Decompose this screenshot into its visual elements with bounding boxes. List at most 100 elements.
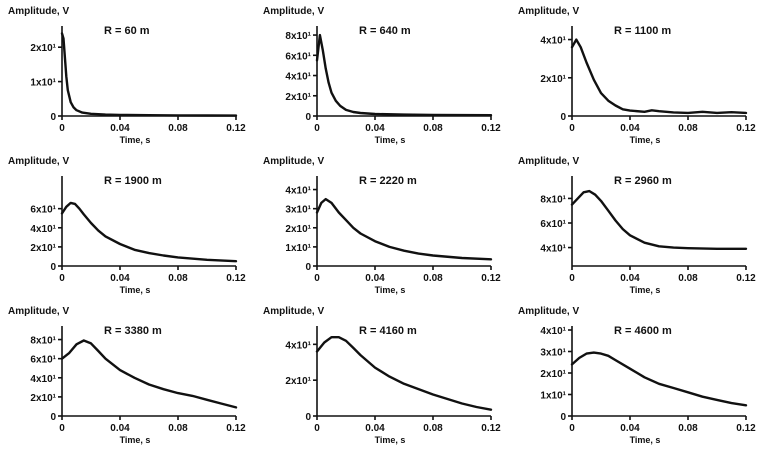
x-tick-label: 0.12 [736,423,756,434]
range-annotation: R = 640 m [359,25,411,37]
y-axis-label: Amplitude, V [263,306,324,317]
y-tick-label: 4x10¹ [285,340,311,351]
x-tick-label: 0.08 [678,123,698,134]
chart-panel-4: Amplitude, V R = 1900 m 0 2x10¹ 4x10¹ 6x10¹ 0 0… [0,150,250,300]
y-tick-label: 0 [50,412,56,423]
y-tick-label: 8x10¹ [30,336,56,347]
series-line [315,336,493,411]
y-tick-label: 2x10¹ [540,369,566,380]
range-annotation: R = 2220 m [359,175,417,187]
x-tick-label: 0 [314,423,320,434]
x-tick-label: 0.08 [168,123,188,134]
range-annotation: R = 3380 m [104,325,162,337]
series-line [60,339,238,409]
x-tick-label: 0.04 [110,123,130,134]
x-tick-label: 0 [314,123,320,134]
y-axis-label: Amplitude, V [263,6,324,17]
y-axis-label: Amplitude, V [8,306,69,317]
chart-panel-7: Amplitude, V R = 3380 m 0 2x10¹ 4x10¹ 6x10¹ 8x… [0,300,250,450]
y-tick-label: 0 [305,112,311,123]
y-axis-label: Amplitude, V [518,6,579,17]
range-annotation: R = 1100 m [614,25,671,37]
y-tick-label: 8x10¹ [540,194,566,205]
y-tick-label: 0 [305,262,311,273]
y-tick-label: 1x10¹ [30,78,56,89]
x-axis-label: Time, s [375,135,406,145]
series-line [570,38,748,115]
y-axis-label: Amplitude, V [8,6,69,17]
y-tick-label: 2x10¹ [285,92,311,103]
x-tick-label: 0.04 [365,273,385,284]
y-tick-label: 2x10¹ [540,74,566,85]
x-tick-label: 0 [569,123,575,134]
y-tick-label: 4x10¹ [540,326,566,337]
y-axis-label: Amplitude, V [263,156,324,167]
x-tick-label: 0.04 [110,273,130,284]
x-axis-label: Time, s [375,435,406,445]
y-tick-label: 4x10¹ [285,186,311,197]
chart-panel-5: Amplitude, V R = 2220 m 0 1x10¹ 2x10¹ 3x10¹ 4x… [255,150,505,300]
series-line [60,32,238,117]
x-axis-label: Time, s [630,435,661,445]
y-tick-label: 4x10¹ [285,72,311,83]
chart-panel-2: Amplitude, V R = 640 m 0 2x10¹ 4x10¹ 6x10¹ 8x1… [255,0,505,150]
x-tick-label: 0.08 [423,123,443,134]
y-tick-label: 2x10¹ [30,243,56,254]
x-tick-label: 0.12 [481,273,501,284]
x-tick-label: 0 [569,423,575,434]
series-line [315,33,493,117]
y-axis-label: Amplitude, V [518,306,579,317]
chart-svg: Amplitude, V R = 2960 m 4x10¹ 6x10¹ 8x10¹ 0 0.… [518,156,756,295]
x-axis-label: Time, s [630,285,661,295]
series-line [60,201,238,263]
x-tick-label: 0.04 [620,123,640,134]
y-tick-label: 1x10¹ [285,243,311,254]
chart-panel-1: Amplitude, V R = 60 m 0 1x10¹ 2x10¹ 0 0.04 0.08… [0,0,250,150]
y-tick-label: 6x10¹ [30,355,56,366]
x-axis-label: Time, s [120,435,151,445]
chart-panel-8: Amplitude, V R = 4160 m 0 2x10¹ 4x10¹ 0 0.04 0.… [255,300,505,450]
chart-svg: Amplitude, V R = 60 m 0 1x10¹ 2x10¹ 0 0.04 0.08… [8,6,246,145]
x-tick-label: 0 [314,273,320,284]
x-axis-label: Time, s [120,285,151,295]
x-tick-label: 0.12 [226,423,246,434]
chart-svg: Amplitude, V R = 4600 m 0 1x10¹ 2x10¹ 3x10¹ 4x… [518,306,756,445]
x-axis-label: Time, s [630,135,661,145]
y-tick-label: 2x10¹ [285,224,311,235]
chart-svg: Amplitude, V R = 640 m 0 2x10¹ 4x10¹ 6x10¹ 8x1… [263,6,501,145]
x-axis-label: Time, s [120,135,151,145]
x-tick-label: 0.04 [365,123,385,134]
y-tick-label: 1x10¹ [540,391,566,402]
y-tick-label: 2x10¹ [30,43,56,54]
chart-panel-9: Amplitude, V R = 4600 m 0 1x10¹ 2x10¹ 3x10¹ 4x… [510,300,760,450]
x-tick-label: 0.08 [168,273,188,284]
chart-panel-6: Amplitude, V R = 2960 m 4x10¹ 6x10¹ 8x10¹ 0 0.… [510,150,760,300]
range-annotation: R = 60 m [104,25,150,37]
x-tick-label: 0.12 [736,273,756,284]
x-tick-label: 0 [59,423,65,434]
y-tick-label: 8x10¹ [285,31,311,42]
y-axis-label: Amplitude, V [8,156,69,167]
x-tick-label: 0.12 [736,123,756,134]
series-line [315,197,493,261]
x-tick-label: 0.04 [110,423,130,434]
x-tick-label: 0.12 [226,123,246,134]
y-tick-label: 4x10¹ [540,36,566,47]
y-tick-label: 2x10¹ [285,376,311,387]
y-tick-label: 0 [560,412,566,423]
y-tick-label: 0 [50,262,56,273]
x-tick-label: 0.08 [678,273,698,284]
x-tick-label: 0.12 [481,423,501,434]
range-annotation: R = 2960 m [614,175,672,187]
range-annotation: R = 4160 m [359,325,417,337]
x-tick-label: 0.04 [620,423,640,434]
y-tick-label: 2x10¹ [30,393,56,404]
x-tick-label: 0.04 [620,273,640,284]
range-annotation: R = 1900 m [104,175,162,187]
y-tick-label: 6x10¹ [540,219,566,230]
y-tick-label: 0 [560,112,566,123]
x-tick-label: 0.08 [678,423,698,434]
x-tick-label: 0.08 [423,273,443,284]
y-tick-label: 0 [305,412,311,423]
